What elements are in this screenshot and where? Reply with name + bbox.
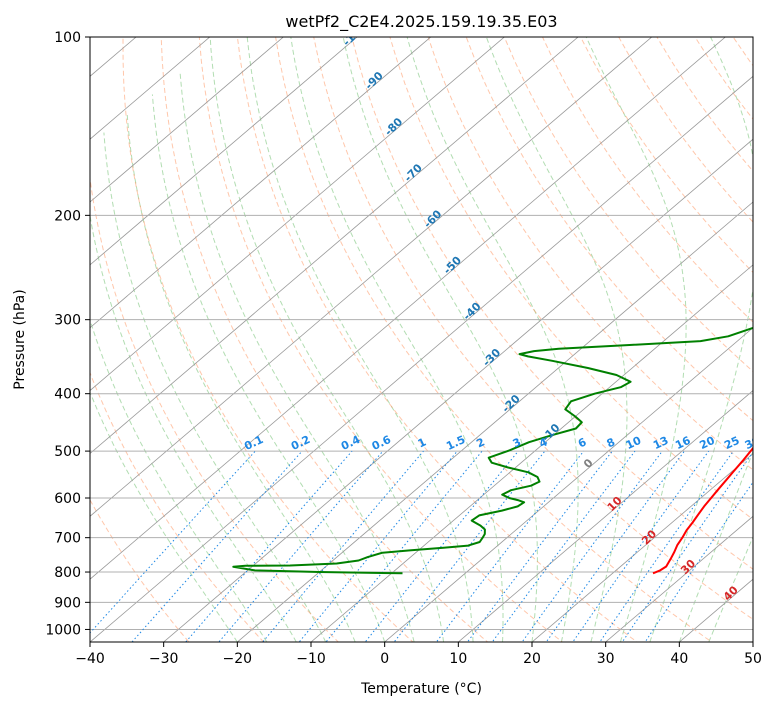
dry-adiabat-line — [90, 371, 265, 642]
dry-adiabat-line — [389, 37, 753, 521]
moist-adiabat-line — [246, 37, 474, 642]
isotherm-line — [236, 201, 753, 642]
mixing-ratio-line — [90, 450, 256, 634]
isotherm-line — [90, 75, 753, 642]
moist-adiabat-line — [90, 212, 297, 642]
isotherm-line — [90, 37, 579, 454]
dry-adiabats — [90, 37, 753, 642]
moist-adiabat-line — [90, 318, 268, 642]
dry-adiabat-line — [160, 37, 489, 642]
isotherm-line — [310, 264, 753, 642]
mixing-ratio-label: 16 — [673, 434, 693, 452]
isotherm-line — [90, 37, 432, 329]
x-tick-label: −20 — [223, 651, 253, 667]
isotherm-line — [531, 452, 753, 642]
moist-adiabat-line — [209, 37, 445, 642]
isotherm-line — [384, 327, 753, 642]
x-tick-label: 50 — [744, 651, 762, 667]
dry-adiabat-line — [198, 37, 564, 642]
mixing-ratio-label: 20 — [698, 434, 718, 452]
x-tick-label: −40 — [75, 651, 105, 667]
mixing-ratio-label: 10 — [624, 434, 644, 452]
isotherm-line — [90, 37, 211, 140]
dry-adiabat-line — [236, 37, 638, 642]
dry-adiabat-line — [427, 37, 753, 471]
isotherm-line — [90, 37, 726, 580]
mixing-ratio-label: 25 — [722, 434, 741, 452]
y-tick-label: 500 — [54, 444, 81, 460]
y-tick-label: 200 — [54, 208, 81, 224]
chart-title: wetPf2_C2E4.2025.159.19.35.E03 — [285, 12, 557, 32]
moist-adiabat-line — [126, 114, 356, 642]
mixing-ratio-line — [218, 450, 384, 642]
dry-adiabat-line — [122, 37, 414, 642]
y-tick-label: 100 — [54, 30, 81, 46]
x-tick-label: 40 — [670, 651, 688, 667]
isotherms — [90, 37, 753, 642]
dry-adiabat-line — [503, 37, 753, 373]
pressure-gridlines — [90, 37, 753, 630]
moist-adiabat-line — [406, 37, 579, 642]
plot-frame — [89, 36, 754, 643]
temperature-profile-line — [652, 446, 753, 575]
mixing-ratio-label: 13 — [651, 434, 670, 452]
mixing-ratio-label: 30 — [743, 434, 763, 452]
profile-series — [232, 326, 753, 575]
x-axis-ticks: −40 −30 −20 −10 0 10 20 30 40 50 — [75, 642, 762, 667]
isotherm-line — [90, 37, 505, 392]
dry-adiabat-line — [90, 174, 339, 642]
moist-adiabat-line — [103, 132, 327, 642]
x-tick-label: 20 — [523, 651, 541, 667]
dry-adiabat-line — [313, 37, 753, 620]
mixing-ratio-line — [521, 450, 663, 642]
dry-adiabat-line — [275, 37, 713, 642]
moist-adiabat-line — [585, 37, 687, 642]
y-tick-label: 600 — [54, 491, 81, 507]
mixing-ratio-line — [131, 450, 303, 642]
moist-adiabat-line — [649, 37, 753, 642]
isotherm-line — [90, 37, 653, 517]
dry-adiabat-label: -100 — [340, 20, 369, 49]
y-tick-label: 800 — [54, 565, 81, 581]
dewpoint-profile-line — [232, 326, 753, 575]
moist-adiabat-line — [151, 94, 386, 642]
mixing-ratio-line — [435, 450, 585, 642]
y-tick-label: 1000 — [45, 622, 81, 638]
dry-adiabat-line — [541, 37, 753, 323]
moist-adiabat-line — [485, 37, 628, 642]
mixing-ratio-line — [364, 450, 519, 642]
x-tick-label: 0 — [380, 651, 389, 667]
y-tick-label: 300 — [54, 313, 81, 329]
mixing-ratio-line — [621, 451, 753, 642]
y-tick-label: 700 — [54, 531, 81, 547]
mixing-ratio-line — [185, 450, 353, 642]
mixing-ratio-lines — [90, 450, 753, 642]
mixing-ratio-line — [545, 450, 685, 642]
dry-adiabat-line — [465, 37, 753, 422]
dry-adiabat-line — [351, 37, 753, 570]
mixing-ratio-line — [644, 481, 753, 642]
moist-adiabat-line — [290, 37, 504, 642]
x-tick-label: 30 — [597, 651, 615, 667]
isotherm-line — [90, 37, 284, 203]
x-tick-label: −30 — [149, 651, 179, 667]
x-tick-label: −10 — [296, 651, 326, 667]
y-axis-ticks: 100 200 300 400 500 600 700 800 900 1000 — [45, 30, 90, 638]
x-tick-label: 10 — [449, 651, 467, 667]
plot-area: 0.10.20.40.611.52346810131620253036-100-… — [90, 20, 763, 642]
x-axis-label: Temperature (°C) — [360, 681, 482, 697]
isotherm-line — [457, 390, 753, 642]
moist-adiabat-line — [179, 72, 415, 642]
y-tick-label: 400 — [54, 387, 81, 403]
y-tick-label: 900 — [54, 595, 81, 611]
isotherm-line — [90, 37, 358, 266]
isotherm-line — [163, 138, 753, 642]
isotherm-line — [605, 515, 753, 642]
y-axis-label: Pressure (hPa) — [12, 289, 28, 389]
